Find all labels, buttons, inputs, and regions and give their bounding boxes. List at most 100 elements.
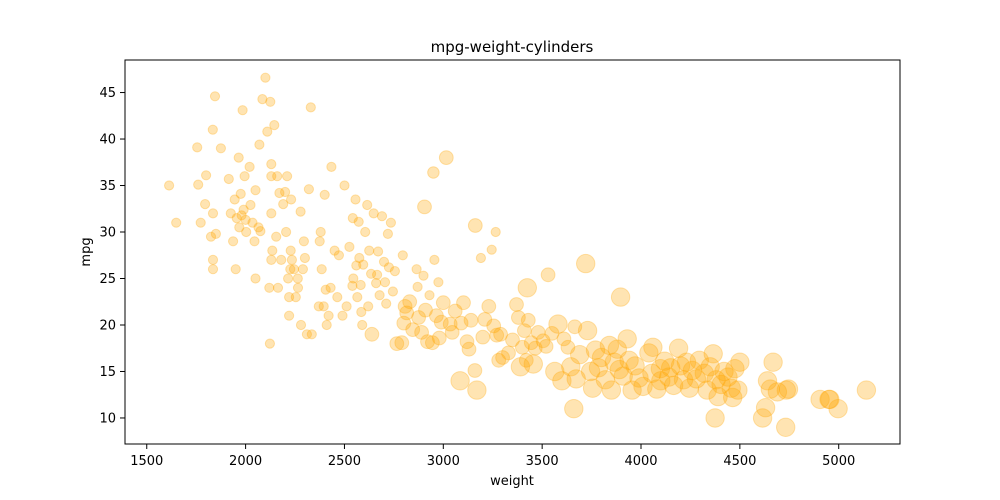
data-point	[278, 199, 289, 210]
data-point	[461, 341, 477, 357]
data-point	[276, 254, 287, 265]
data-point	[527, 340, 543, 356]
y-tick-label: 35	[99, 179, 116, 194]
data-point	[776, 380, 796, 400]
data-point	[285, 245, 296, 256]
data-point	[778, 379, 799, 399]
data-point	[609, 359, 629, 380]
data-point	[205, 231, 217, 242]
data-point	[402, 294, 418, 310]
data-point	[264, 282, 275, 293]
data-point	[351, 260, 362, 271]
data-point	[239, 171, 250, 182]
data-point	[643, 337, 663, 357]
data-point	[333, 250, 344, 261]
data-point	[477, 312, 493, 327]
data-point	[305, 102, 316, 113]
data-point	[714, 361, 734, 382]
data-point	[397, 250, 408, 261]
data-point	[655, 351, 675, 371]
data-point	[356, 306, 367, 318]
data-point	[266, 254, 277, 265]
data-point	[234, 222, 245, 233]
data-point	[272, 282, 284, 293]
data-point	[467, 218, 483, 233]
data-point	[396, 315, 412, 331]
y-tick-label: 40	[99, 133, 116, 148]
data-point	[316, 264, 327, 275]
y-tick-label: 25	[99, 272, 116, 287]
data-point	[247, 217, 258, 228]
data-point	[362, 199, 373, 211]
data-point	[364, 326, 380, 342]
data-point	[382, 228, 393, 239]
data-point	[397, 299, 413, 314]
data-point	[447, 303, 463, 319]
data-point	[357, 319, 368, 331]
data-point	[329, 245, 340, 256]
data-point	[240, 214, 251, 225]
data-point	[319, 189, 330, 200]
data-point	[755, 398, 776, 418]
data-point	[315, 226, 326, 238]
data-point	[604, 352, 624, 372]
x-tick-label: 2000	[229, 454, 262, 469]
data-point	[535, 333, 551, 349]
data-point	[700, 357, 720, 377]
data-point	[267, 245, 278, 256]
data-point	[486, 318, 502, 334]
x-tick-label: 1500	[130, 454, 163, 469]
data-point	[776, 417, 796, 437]
data-point	[341, 301, 352, 312]
data-point	[399, 305, 415, 321]
data-point	[475, 252, 486, 264]
data-point	[244, 161, 255, 172]
data-point	[577, 320, 598, 341]
data-point	[486, 244, 497, 255]
data-point	[438, 150, 454, 166]
data-point	[552, 371, 572, 391]
y-tick-label: 15	[99, 365, 116, 380]
data-point	[694, 363, 714, 383]
data-point	[617, 329, 637, 349]
data-point	[285, 264, 296, 275]
data-point	[378, 256, 390, 267]
data-point	[538, 339, 554, 354]
data-point	[254, 139, 265, 150]
data-point	[389, 336, 405, 352]
data-point	[725, 359, 745, 379]
y-tick-label: 30	[99, 226, 116, 241]
data-point	[297, 264, 308, 275]
data-point	[288, 264, 300, 275]
data-point	[250, 273, 261, 284]
data-point	[257, 94, 268, 105]
data-point	[442, 316, 458, 332]
data-point	[298, 236, 309, 247]
data-point	[431, 330, 447, 346]
data-point	[679, 378, 700, 398]
data-point	[767, 382, 788, 402]
data-point	[706, 370, 726, 390]
data-point	[517, 323, 532, 339]
data-point	[576, 253, 596, 274]
data-point	[200, 199, 211, 210]
data-point	[269, 120, 280, 131]
data-point	[320, 284, 331, 295]
data-point	[530, 325, 546, 340]
data-point	[283, 273, 294, 284]
data-point	[639, 343, 659, 363]
data-point	[763, 352, 783, 372]
data-point	[363, 301, 374, 312]
data-point	[303, 184, 314, 195]
data-point	[371, 278, 382, 289]
data-point	[164, 180, 175, 191]
data-point	[642, 363, 662, 383]
data-point	[266, 159, 277, 170]
data-point	[253, 222, 264, 233]
data-point	[515, 339, 530, 355]
data-point	[266, 171, 277, 182]
data-point	[561, 357, 581, 377]
data-point	[433, 277, 444, 288]
